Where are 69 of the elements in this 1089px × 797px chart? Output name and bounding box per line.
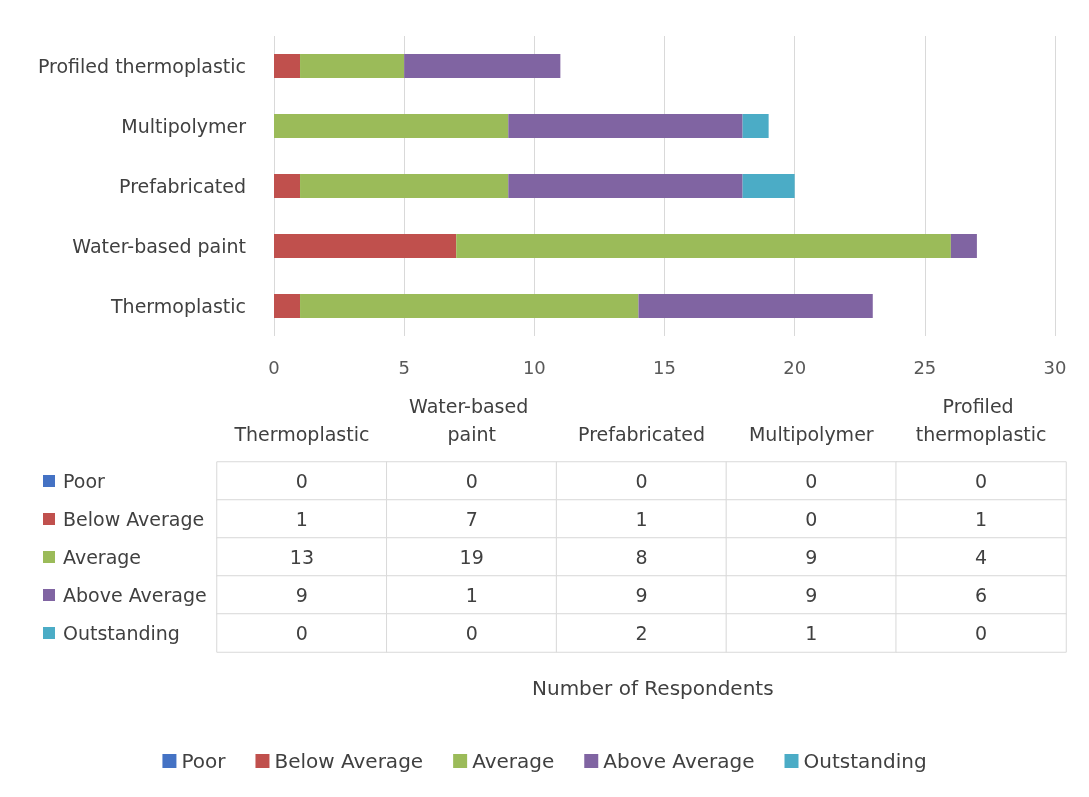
data-label: 1: [975, 508, 988, 530]
data-label: 0: [465, 622, 478, 644]
bar: [638, 294, 873, 318]
legend-label: Poor: [181, 749, 227, 773]
x-tick-label: 5: [398, 356, 410, 378]
bar: [456, 234, 951, 258]
data-label: 0: [635, 470, 648, 492]
x-tick-label: 20: [783, 356, 807, 378]
data-label: 0: [805, 470, 818, 492]
y-tick-label: Poor: [63, 470, 106, 492]
y-tick-label: Below Average: [63, 508, 205, 530]
data-label: 13: [289, 546, 314, 568]
y-tick-label: Prefabricated: [119, 175, 246, 197]
data-label: 0: [975, 470, 988, 492]
data-label: 9: [805, 584, 818, 606]
y-tick-label: Above Average: [63, 584, 207, 606]
legend-label: Average: [472, 749, 555, 773]
x-tick-label: Multipolymer: [748, 423, 874, 445]
x-tick-label: Thermoplastic: [233, 423, 370, 445]
x-tick-label: Water-based paint: [409, 395, 535, 445]
data-label: 9: [805, 546, 818, 568]
bar: [508, 174, 743, 198]
y-tick-label: Average: [63, 546, 142, 568]
bar: [404, 54, 561, 78]
bar: [274, 54, 301, 78]
data-label: 0: [295, 622, 308, 644]
data-label: 9: [635, 584, 648, 606]
data-label: 1: [465, 584, 478, 606]
y-tick-label: Outstanding: [63, 622, 180, 644]
bar: [742, 174, 795, 198]
text: Number of Respondents: [532, 676, 774, 700]
legend-label: Above Average: [603, 749, 755, 773]
x-tick-label: Prefabricated: [578, 423, 705, 445]
data-label: 1: [295, 508, 308, 530]
y-tick-label: Water-based paint: [72, 235, 246, 257]
bar: [508, 114, 743, 138]
x-tick-label: 30: [1043, 356, 1067, 378]
data-label: 2: [635, 622, 648, 644]
y-tick-label: Profiled thermoplastic: [37, 55, 246, 77]
data-label: 8: [635, 546, 648, 568]
data-label: 0: [465, 470, 478, 492]
data-label: 0: [805, 508, 818, 530]
bar: [274, 114, 509, 138]
data-label: 7: [465, 508, 478, 530]
x-tick-label: 0: [268, 356, 280, 378]
bar: [742, 114, 769, 138]
data-label: 6: [975, 584, 988, 606]
y-tick-label: Thermoplastic: [109, 295, 246, 317]
x-tick-label: 10: [522, 356, 546, 378]
bar: [300, 294, 639, 318]
data-label: 19: [459, 546, 484, 568]
legend-label: Outstanding: [803, 749, 927, 773]
data-label: 1: [805, 622, 818, 644]
bar: [274, 234, 457, 258]
x-tick-label: Profiled thermoplastic: [915, 395, 1047, 445]
x-tick-label: 25: [913, 356, 937, 378]
bar: [950, 234, 977, 258]
data-label: 0: [295, 470, 308, 492]
bar: [274, 174, 301, 198]
data-label: 9: [295, 584, 308, 606]
bar: [300, 54, 405, 78]
bar: [300, 174, 509, 198]
x-tick-label: 15: [653, 356, 676, 378]
y-tick-label: Multipolymer: [121, 115, 247, 137]
data-label: 0: [975, 622, 988, 644]
bar: [274, 294, 301, 318]
data-label: 4: [975, 546, 988, 568]
legend-label: Below Average: [274, 749, 424, 773]
data-label: 1: [635, 508, 648, 530]
